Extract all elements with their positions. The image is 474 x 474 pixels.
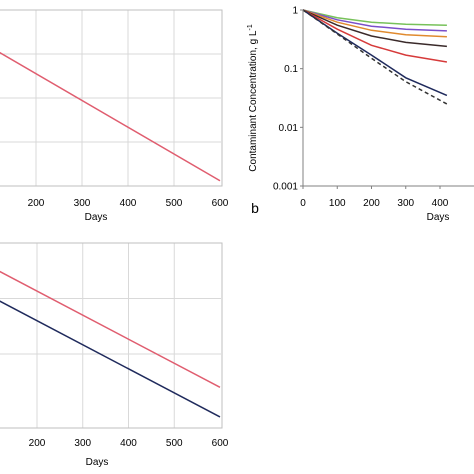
series-line [302,9,447,32]
plot-frame-top-left [0,9,223,187]
x-axis-label-bottom-left: Days [86,457,109,468]
x-tick-label: 200 [363,198,380,209]
series-layer-top-left [0,51,221,182]
series-line [302,9,448,105]
x-axis-label-top-right: Days [427,212,450,223]
y-axis-label-superscript: -1 [247,24,254,30]
series-line [0,270,221,388]
x-ticks-top-right: 0 100 200 300 400 [300,186,449,209]
x-tick-label: 300 [74,438,91,449]
x-tick-label: 400 [432,198,449,209]
x-tick-label: 400 [120,198,137,209]
x-tick-label: 100 [329,198,346,209]
series-line [302,9,447,38]
x-tick-label: 500 [166,198,183,209]
series-line [302,9,447,48]
series-layer-top-right [302,9,448,105]
series-line [302,9,448,97]
x-tick-label: 200 [29,438,46,449]
x-tick-label: 600 [212,438,229,449]
grid-bottom-left [0,243,221,428]
grid-top-left [0,10,221,186]
x-tick-label: 500 [166,438,183,449]
plot-frame-bottom-left [0,242,223,429]
series-line [302,9,447,26]
x-tick-label: 300 [397,198,414,209]
x-tick-label: 300 [74,198,91,209]
y-axis-label-top-right: Contaminant Concentration, g L-1 [247,24,259,172]
y-ticks-top-right: 1 0.1 0.01 0.001 [273,6,303,193]
y-tick-label: 0.001 [273,182,298,193]
y-tick-label: 0.01 [279,123,299,134]
x-ticks-top-left: 200 300 400 500 600 [28,198,229,209]
chart-top-right: 1 0.1 0.01 0.001 0 100 200 300 400 Contaminant … [247,6,474,223]
chart-bottom-left: 200 300 400 500 600 Days [0,242,229,468]
series-layer-bottom-left [0,270,221,418]
x-tick-label: 200 [28,198,45,209]
panel-label-b: b [251,200,259,216]
series-line [0,51,221,182]
series-line [302,9,448,63]
x-axis-label-top-left: Days [85,212,108,223]
x-tick-label: 600 [212,198,229,209]
x-ticks-bottom-left: 200 300 400 500 600 [29,438,229,449]
x-tick-label: 0 [300,198,306,209]
series-line [0,300,221,418]
x-tick-label: 400 [120,438,137,449]
chart-top-left: 200 300 400 500 600 Days [0,9,229,223]
y-tick-label: 1 [292,6,298,17]
y-axis-label-text: Contaminant Concentration, g L [248,30,259,172]
y-tick-label: 0.1 [284,64,298,75]
